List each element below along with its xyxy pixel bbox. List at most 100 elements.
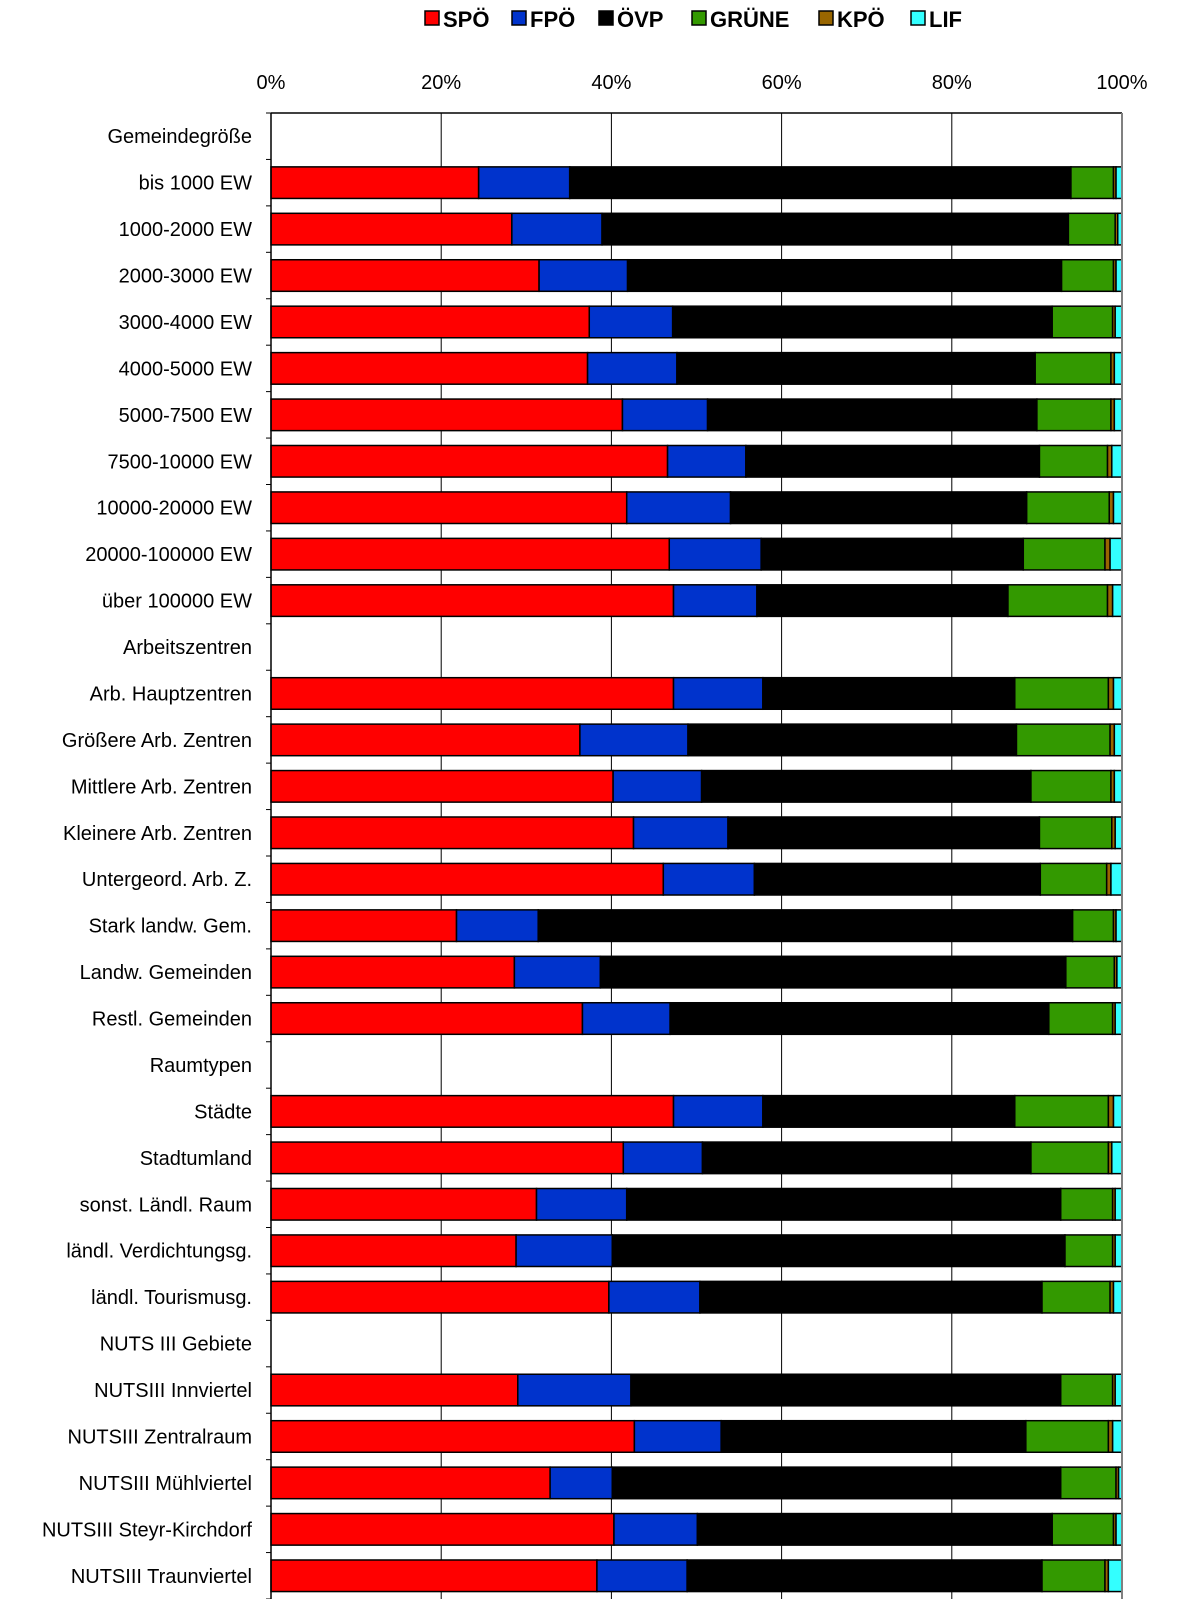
x-axis-ticks: 0% 20% 40% 60% 80% 100% [257, 72, 1148, 94]
bar-oevp-ueber-100000-ew [756, 584, 1009, 618]
bar-gruene-nutsiii-innviertel [1059, 1373, 1114, 1407]
category-label-mittlere-arb-zentren: Mittlere Arb. Zentren [71, 776, 252, 798]
category-label-nutsiii-traunviertel: NUTSIII Traunviertel [71, 1566, 252, 1588]
category-label-10000-20000-ew: 10000-20000 EW [96, 498, 252, 520]
bar-spoe-20000-100000-ew [270, 537, 671, 571]
bar-lif-restl-gemeinden [1114, 1001, 1123, 1036]
category-label-arbeitszentren: Arbeitszentren [123, 637, 252, 659]
bar-oevp-nutsiii-innviertel [630, 1373, 1062, 1407]
bar-lif-20000-100000-ew [1109, 537, 1123, 571]
bar-spoe-untergeord-arb-z [270, 862, 665, 896]
bar-fpoe-restl-gemeinden [581, 1001, 671, 1036]
bar-fpoe-4000-5000-ew [586, 351, 678, 385]
category-label-raumtypen: Raumtypen [150, 1055, 252, 1077]
bar-oevp-3000-4000-ew [671, 305, 1053, 339]
bar-spoe-laendl-tourismusg [270, 1280, 610, 1314]
bar-gruene-restl-gemeinden [1048, 1001, 1114, 1036]
bar-oevp-kleinere-arb-zentren [727, 816, 1041, 850]
bar-lif-kleinere-arb-zentren [1114, 816, 1123, 850]
legend-swatch-lif [910, 10, 926, 26]
bar-gruene-bis-1000-ew [1070, 166, 1115, 200]
bar-gruene-kleinere-arb-zentren [1038, 816, 1113, 850]
legend-label-kpoe: KPÖ [837, 7, 885, 32]
bar-spoe-laendl-verdichtungsg [270, 1234, 517, 1268]
bar-fpoe-stadtumland [622, 1141, 704, 1175]
bar-fpoe-stark-landw-gem [455, 909, 539, 943]
bar-spoe-stark-landw-gem [270, 909, 458, 943]
bar-spoe-7500-10000-ew [270, 444, 669, 478]
bar-lif-10000-20000-ew [1112, 491, 1123, 525]
bar-spoe-landw-gemeinden [270, 955, 516, 989]
bar-fpoe-laendl-verdichtungsg [515, 1234, 614, 1268]
bar-lif-staedte [1112, 1094, 1123, 1128]
bar-fpoe-20000-100000-ew [668, 537, 762, 571]
bar-spoe-3000-4000-ew [270, 305, 591, 339]
bar-spoe-4000-5000-ew [270, 351, 589, 385]
bar-gruene-7500-10000-ew [1038, 444, 1109, 478]
bar-spoe-nutsiii-zentralraum [270, 1419, 636, 1454]
bar-oevp-7500-10000-ew [745, 444, 1041, 478]
bar-spoe-groessere-arb-zentren [270, 723, 581, 757]
category-label-1000-2000-ew: 1000-2000 EW [119, 219, 253, 241]
bar-gruene-2000-3000-ew [1060, 258, 1115, 293]
bar-spoe-arb-hauptzentren [270, 676, 675, 711]
bar-kpoe-ueber-100000-ew [1106, 584, 1114, 618]
bar-spoe-staedte [270, 1094, 675, 1128]
bar-fpoe-10000-20000-ew [625, 491, 732, 525]
x-tick-label-20: 20% [421, 72, 461, 94]
category-label-untergeord-arb-z: Untergeord. Arb. Z. [82, 869, 252, 891]
bar-oevp-landw-gemeinden [599, 955, 1067, 989]
bar-oevp-nutsiii-traunviertel [686, 1559, 1043, 1593]
bar-fpoe-nutsiii-steyr-kirchdorf [613, 1512, 699, 1546]
bar-gruene-1000-2000-ew [1067, 212, 1116, 246]
bar-gruene-10000-20000-ew [1025, 491, 1110, 525]
bar-spoe-nutsiii-traunviertel [270, 1559, 598, 1593]
bar-fpoe-groessere-arb-zentren [579, 723, 689, 757]
bar-spoe-nutsiii-steyr-kirchdorf [270, 1512, 615, 1546]
bar-gruene-landw-gemeinden [1065, 955, 1116, 989]
bar-gruene-4000-5000-ew [1034, 351, 1112, 385]
category-labels: Gemeindegröße bis 1000 EW 1000-2000 EW 2000… [42, 126, 252, 1588]
category-label-kleinere-arb-zentren: Kleinere Arb. Zentren [63, 823, 252, 845]
bar-fpoe-sonst-laendl-raum [535, 1187, 628, 1221]
bar-gruene-sonst-laendl-raum [1059, 1187, 1114, 1221]
bar-fpoe-staedte [672, 1094, 764, 1128]
category-label-4000-5000-ew: 4000-5000 EW [119, 358, 253, 380]
bar-spoe-2000-3000-ew [270, 258, 540, 293]
bar-oevp-mittlere-arb-zentren [700, 769, 1032, 803]
bar-oevp-nutsiii-zentralraum [720, 1419, 1027, 1454]
category-label-7500-10000-ew: 7500-10000 EW [107, 451, 252, 473]
bar-fpoe-arb-hauptzentren [672, 676, 764, 711]
bar-spoe-sonst-laendl-raum [270, 1187, 538, 1221]
category-label-nuts-iii-gebiete: NUTS III Gebiete [100, 1334, 252, 1356]
category-label-2000-3000-ew: 2000-3000 EW [119, 266, 253, 288]
category-label-nutsiii-zentralraum: NUTSIII Zentralraum [68, 1426, 252, 1448]
bar-gruene-ueber-100000-ew [1007, 584, 1109, 618]
bar-gruene-laendl-verdichtungsg [1064, 1234, 1114, 1268]
chart-legend: SPÖ FPÖ ÖVP GRÜNE KPÖ LIF [424, 7, 962, 32]
category-label-bis-1000-ew: bis 1000 EW [139, 173, 253, 195]
bar-lif-laendl-tourismusg [1112, 1280, 1123, 1314]
bar-gruene-nutsiii-traunviertel [1041, 1559, 1106, 1593]
bar-kpoe-arb-hauptzentren [1107, 676, 1115, 711]
bar-oevp-2000-3000-ew [626, 258, 1063, 293]
bar-lif-nutsiii-zentralraum [1111, 1419, 1123, 1454]
category-label-5000-7500-ew: 5000-7500 EW [119, 405, 253, 427]
bar-oevp-staedte [762, 1094, 1016, 1128]
legend-label-gruene: GRÜNE [710, 7, 789, 32]
bar-lif-arb-hauptzentren [1112, 676, 1123, 711]
category-label-gemeindegroesse: Gemeindegröße [107, 126, 252, 148]
bar-oevp-laendl-tourismusg [699, 1280, 1043, 1314]
bar-lif-ueber-100000-ew [1111, 584, 1123, 618]
bar-fpoe-1000-2000-ew [511, 212, 603, 246]
category-label-restl-gemeinden: Restl. Gemeinden [92, 1009, 252, 1031]
x-tick-label-100: 100% [1096, 72, 1147, 94]
bar-fpoe-nutsiii-zentralraum [633, 1419, 722, 1454]
bar-spoe-nutsiii-innviertel [270, 1373, 519, 1407]
bar-lif-stadtumland [1111, 1141, 1123, 1175]
bar-kpoe-20000-100000-ew [1104, 537, 1111, 571]
category-label-landw-gemeinden: Landw. Gemeinden [80, 962, 252, 984]
bar-fpoe-bis-1000-ew [477, 166, 571, 200]
legend-label-spoe: SPÖ [443, 7, 489, 32]
bar-gruene-stadtumland [1030, 1141, 1110, 1175]
